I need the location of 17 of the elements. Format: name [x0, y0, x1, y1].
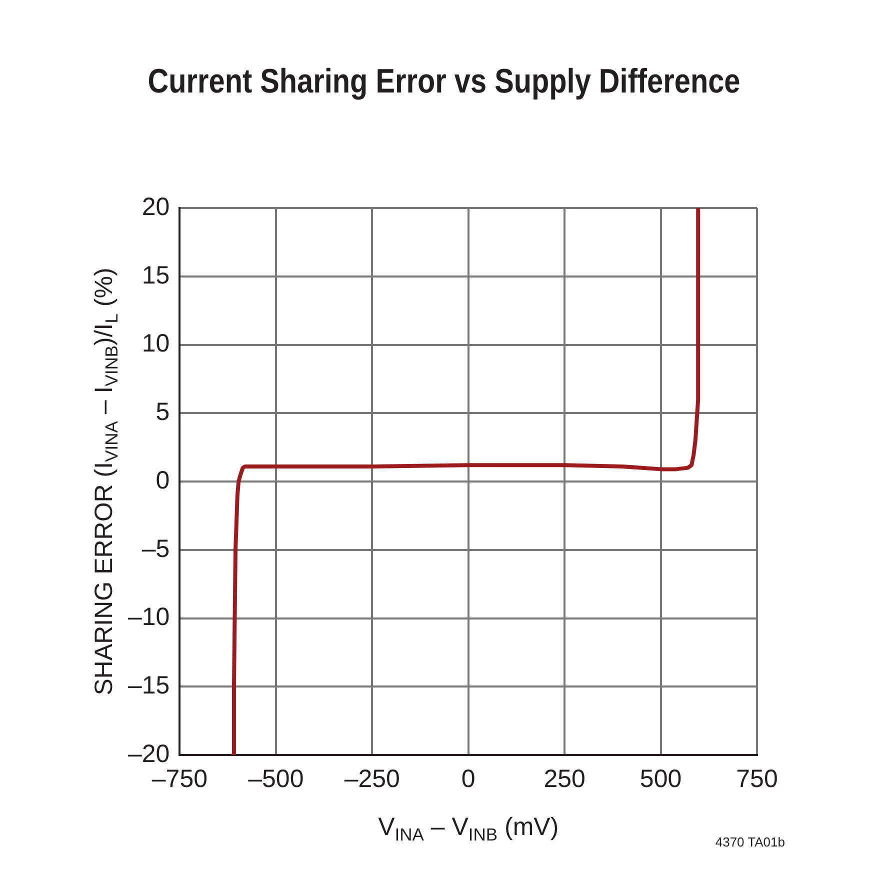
x-tick-label: 0 — [461, 764, 476, 793]
y-tick-label: 20 — [142, 192, 170, 221]
x-tick-label: –250 — [344, 764, 400, 793]
y-tick-label: –10 — [128, 603, 170, 632]
x-tick-label: 250 — [544, 764, 586, 793]
y-axis-title: SHARING ERROR (IVINA – IVINB)/IL (%) — [90, 268, 122, 696]
chart-title: Current Sharing Error vs Supply Difference — [148, 61, 740, 100]
x-tick-label: 500 — [640, 764, 682, 793]
y-tick-label: –15 — [128, 672, 170, 700]
text: 4370 TA01b — [715, 834, 785, 850]
x-tick-label: –500 — [248, 764, 304, 793]
y-tick-label: 10 — [142, 330, 170, 358]
y-tick-label: 15 — [142, 261, 170, 290]
y-tick-label: 5 — [156, 398, 170, 426]
y-tick-label: 0 — [156, 466, 170, 494]
y-tick-label: –5 — [142, 534, 170, 563]
x-tick-label: 750 — [736, 764, 778, 793]
